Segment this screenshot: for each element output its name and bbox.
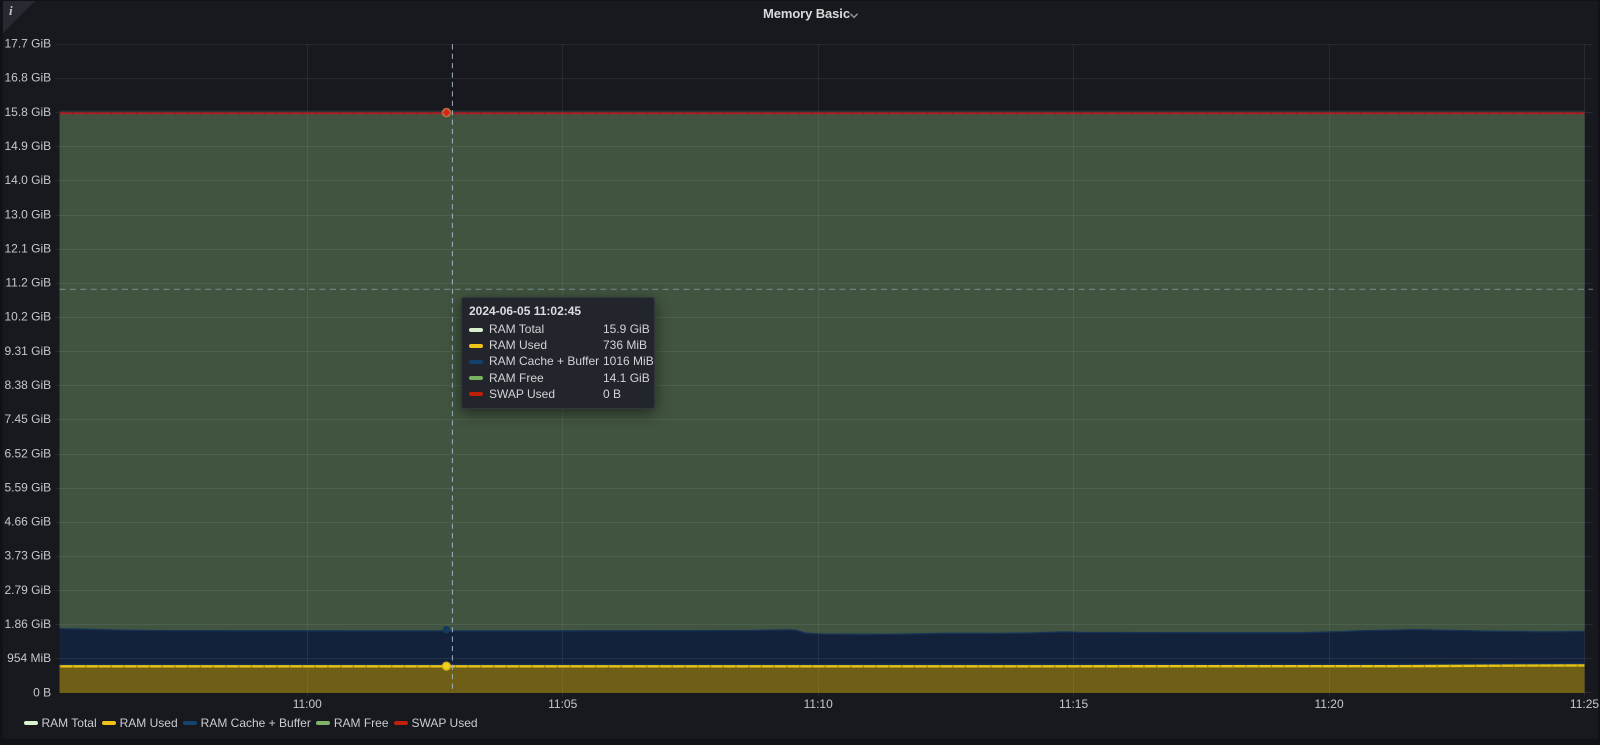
- svg-text:1.86 GiB: 1.86 GiB: [4, 617, 51, 631]
- svg-text:4.66 GiB: 4.66 GiB: [4, 515, 51, 529]
- svg-text:15.8 GiB: 15.8 GiB: [4, 105, 51, 119]
- svg-text:8.38 GiB: 8.38 GiB: [4, 378, 51, 392]
- svg-text:11:25: 11:25: [1570, 697, 1599, 711]
- svg-text:6.52 GiB: 6.52 GiB: [4, 446, 51, 460]
- svg-text:5.59 GiB: 5.59 GiB: [4, 480, 51, 494]
- svg-text:13.0 GiB: 13.0 GiB: [4, 207, 51, 221]
- svg-text:11:20: 11:20: [1315, 697, 1344, 711]
- svg-text:7.45 GiB: 7.45 GiB: [4, 412, 51, 426]
- svg-text:9.31 GiB: 9.31 GiB: [4, 344, 51, 358]
- svg-text:11:15: 11:15: [1059, 697, 1088, 711]
- svg-text:10.2 GiB: 10.2 GiB: [4, 310, 51, 324]
- svg-text:12.1 GiB: 12.1 GiB: [4, 241, 51, 255]
- svg-text:11:00: 11:00: [293, 697, 322, 711]
- svg-text:954 MiB: 954 MiB: [7, 651, 51, 665]
- svg-text:2.79 GiB: 2.79 GiB: [4, 583, 51, 597]
- svg-text:11:05: 11:05: [548, 697, 577, 711]
- svg-text:16.8 GiB: 16.8 GiB: [4, 71, 51, 85]
- svg-text:14.0 GiB: 14.0 GiB: [4, 173, 51, 187]
- svg-text:11:10: 11:10: [804, 697, 833, 711]
- svg-text:17.7 GiB: 17.7 GiB: [4, 37, 51, 51]
- svg-text:0 B: 0 B: [33, 685, 51, 699]
- svg-text:14.9 GiB: 14.9 GiB: [4, 139, 51, 153]
- svg-text:11.2 GiB: 11.2 GiB: [5, 276, 51, 290]
- svg-text:3.73 GiB: 3.73 GiB: [4, 549, 51, 563]
